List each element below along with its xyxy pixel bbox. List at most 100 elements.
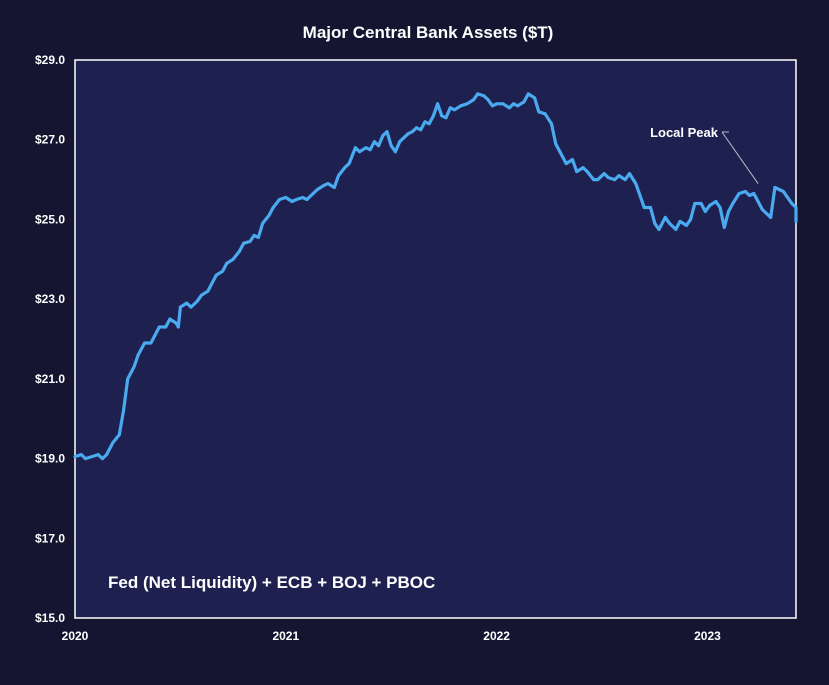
- data-point: [164, 325, 168, 329]
- data-point: [638, 194, 642, 197]
- data-point: [389, 144, 393, 148]
- y-tick-label: $25.0: [35, 212, 65, 226]
- data-point: [617, 174, 621, 178]
- data-point: [322, 184, 326, 187]
- data-point: [501, 102, 505, 106]
- data-point: [294, 198, 298, 201]
- data-point: [332, 186, 336, 189]
- data-point: [581, 166, 585, 170]
- data-point: [126, 377, 130, 381]
- data-point: [722, 225, 726, 229]
- x-axis: 2020 2021 2022 2023: [62, 629, 721, 643]
- data-point: [585, 170, 589, 174]
- data-point: [200, 293, 203, 297]
- data-point: [727, 210, 730, 213]
- data-point: [602, 172, 606, 176]
- data-point: [343, 166, 347, 170]
- data-point: [459, 104, 463, 108]
- data-point: [756, 200, 760, 203]
- data-point: [189, 305, 193, 309]
- data-point: [410, 130, 414, 134]
- data-point: [100, 457, 104, 461]
- data-point: [737, 192, 741, 195]
- data-point: [718, 206, 722, 209]
- data-point: [284, 196, 288, 199]
- data-point: [393, 150, 397, 154]
- data-point: [225, 261, 229, 265]
- data-point: [372, 140, 376, 144]
- data-point: [242, 241, 246, 245]
- data-point: [786, 196, 790, 199]
- data-point: [653, 221, 657, 225]
- data-point: [708, 204, 712, 207]
- x-tick-label: 2020: [62, 629, 89, 643]
- y-axis: $15.0 $17.0 $19.0 $21.0 $23.0 $25.0 $27.0 $29.0: [35, 53, 65, 625]
- data-point: [176, 325, 180, 329]
- data-point: [613, 178, 617, 182]
- data-point: [476, 92, 480, 96]
- data-point: [649, 206, 652, 209]
- data-point: [482, 94, 486, 98]
- data-point: [571, 158, 574, 162]
- data-point: [385, 130, 389, 134]
- data-point: [634, 182, 638, 186]
- y-tick-label: $17.0: [35, 531, 65, 545]
- data-point: [132, 365, 136, 369]
- data-point: [558, 150, 562, 154]
- data-point: [368, 148, 372, 152]
- data-point: [301, 196, 305, 199]
- data-point: [427, 122, 431, 126]
- data-point: [543, 112, 547, 116]
- data-point: [465, 102, 469, 106]
- data-point: [221, 269, 225, 273]
- x-tick-label: 2022: [483, 629, 510, 643]
- data-point: [699, 202, 703, 205]
- data-point: [790, 202, 794, 205]
- data-point: [278, 198, 281, 201]
- data-point: [311, 192, 315, 195]
- data-point: [347, 162, 351, 166]
- data-point: [153, 333, 157, 337]
- data-point: [678, 219, 682, 223]
- data-point: [315, 188, 319, 191]
- data-point: [781, 190, 785, 193]
- y-tick-label: $21.0: [35, 372, 65, 386]
- data-point: [136, 353, 140, 357]
- data-point: [526, 92, 530, 96]
- data-point: [252, 233, 256, 237]
- data-point: [471, 98, 475, 102]
- data-point: [642, 206, 646, 209]
- data-point: [178, 305, 182, 309]
- data-point: [794, 213, 798, 217]
- data-point: [537, 110, 541, 114]
- data-point: [440, 114, 444, 118]
- data-point: [623, 178, 627, 182]
- data-point: [143, 341, 147, 345]
- data-point: [267, 213, 271, 217]
- callout-label: Local Peak: [650, 125, 719, 140]
- data-point: [261, 221, 265, 225]
- data-point: [674, 227, 678, 231]
- data-point: [564, 162, 568, 166]
- data-point: [794, 208, 798, 211]
- data-point: [122, 409, 125, 413]
- data-point: [596, 178, 600, 182]
- data-point: [453, 108, 456, 112]
- x-tick-label: 2023: [694, 629, 721, 643]
- data-point: [760, 208, 764, 211]
- data-point: [423, 120, 427, 124]
- data-point: [210, 281, 214, 285]
- data-point: [111, 441, 115, 445]
- data-point: [174, 321, 178, 325]
- data-point: [185, 301, 189, 305]
- data-point: [731, 202, 735, 205]
- data-point: [431, 114, 435, 118]
- data-point: [606, 176, 610, 180]
- data-point: [290, 200, 294, 203]
- data-points: [73, 92, 798, 461]
- data-point: [231, 257, 235, 261]
- data-point: [415, 126, 418, 130]
- data-point: [117, 433, 121, 437]
- data-point: [533, 96, 537, 100]
- data-point: [794, 217, 798, 221]
